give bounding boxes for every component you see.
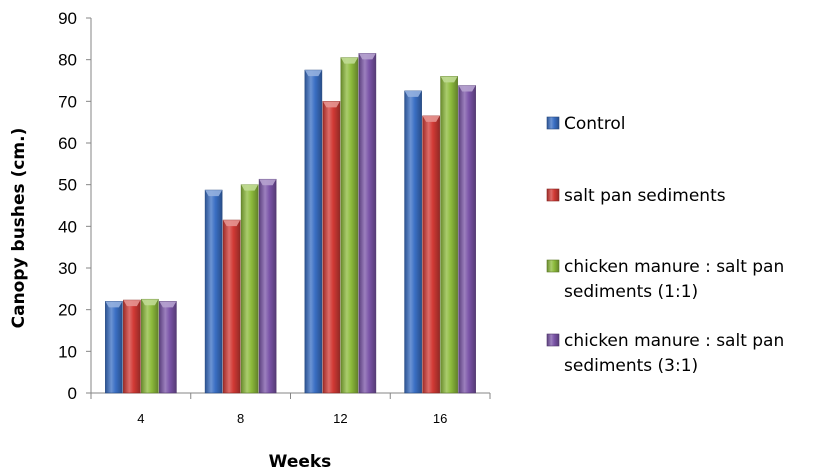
bar (358, 53, 377, 394)
legend-swatch (546, 188, 560, 202)
bar (340, 57, 359, 394)
x-axis: 4 8 12 16 (90, 392, 491, 426)
legend-item: chicken manure : salt pan sediments (3:1) (546, 331, 784, 376)
legend-label: sediments (3:1) (564, 356, 698, 376)
legend-label: sediments (1:1) (564, 282, 698, 302)
bar (123, 299, 141, 394)
bar-body (304, 69, 323, 394)
bar-body (141, 298, 159, 394)
y-tick-label: 20 (58, 301, 77, 320)
y-tick-label: 10 (58, 342, 77, 361)
bar-cap (105, 301, 123, 308)
bar-cap (205, 190, 223, 197)
bar-cap (241, 184, 259, 191)
legend-label: Control (564, 114, 625, 134)
bar (404, 90, 422, 394)
bar (258, 178, 277, 394)
bars (105, 53, 476, 394)
bar-cap (340, 57, 358, 64)
legend-swatch (546, 259, 560, 273)
bar (159, 301, 177, 394)
bar-cap (159, 301, 177, 308)
bar (141, 298, 159, 394)
y-tick-label: 70 (58, 92, 77, 111)
bar-body (358, 53, 377, 394)
bar (304, 69, 323, 394)
legend-label: chicken manure : salt pan (564, 331, 784, 351)
y-tick-label: 80 (58, 51, 77, 70)
bar-cap (404, 90, 422, 97)
y-tick-label: 50 (58, 176, 77, 195)
y-tick-label: 30 (58, 259, 77, 278)
x-tick-label: 12 (333, 411, 347, 426)
bar-cap (259, 179, 277, 186)
bar-cap (322, 101, 340, 108)
bar-body (240, 184, 259, 394)
y-tick-label: 0 (68, 384, 77, 403)
bar-body (123, 299, 141, 394)
y-tick-label: 60 (58, 134, 77, 153)
x-axis-title: Weeks (269, 452, 332, 472)
legend-item: chicken manure : salt pan sediments (1:1) (546, 257, 784, 302)
bar (422, 115, 440, 394)
bar-body (440, 76, 458, 394)
legend-item: Control (546, 114, 625, 134)
bar-body (222, 219, 241, 394)
bar (458, 85, 476, 394)
bar (222, 219, 241, 394)
legend-swatch (546, 116, 560, 130)
y-axis: 0 10 20 30 40 50 60 70 80 90 (58, 9, 92, 403)
bar (440, 76, 458, 394)
bar (322, 101, 341, 394)
y-tick-label: 90 (58, 9, 77, 28)
y-tick-label: 40 (58, 217, 77, 236)
x-tick-label: 16 (433, 411, 447, 426)
x-tick-label: 8 (237, 411, 244, 426)
bar-body (422, 115, 440, 394)
bar-cap (123, 300, 141, 307)
bar (204, 189, 223, 394)
bar-body (340, 57, 359, 394)
legend-swatch (546, 333, 560, 347)
y-axis-title: Canopy bushes (cm.) (9, 128, 29, 329)
bar-body (458, 85, 476, 394)
bar-body (105, 301, 123, 394)
legend-item: salt pan sediments (546, 186, 726, 206)
bar-body (204, 189, 223, 394)
bar-cap (223, 220, 241, 227)
bar-cap (422, 115, 440, 122)
bar-cap (358, 53, 376, 60)
bar-cap (440, 76, 458, 83)
bar-body (258, 178, 277, 394)
bar-body (404, 90, 422, 394)
bar-body (322, 101, 341, 394)
bar-body (159, 301, 177, 394)
legend: Control salt pan sediments chicken manure … (546, 114, 784, 376)
legend-label: salt pan sediments (564, 186, 726, 206)
legend-label: chicken manure : salt pan (564, 257, 784, 277)
bar-cap (141, 299, 159, 306)
bar-cap (304, 70, 322, 77)
bar-cap (458, 85, 476, 92)
bar (240, 184, 259, 394)
x-tick-label: 4 (137, 411, 144, 426)
bar (105, 301, 123, 394)
